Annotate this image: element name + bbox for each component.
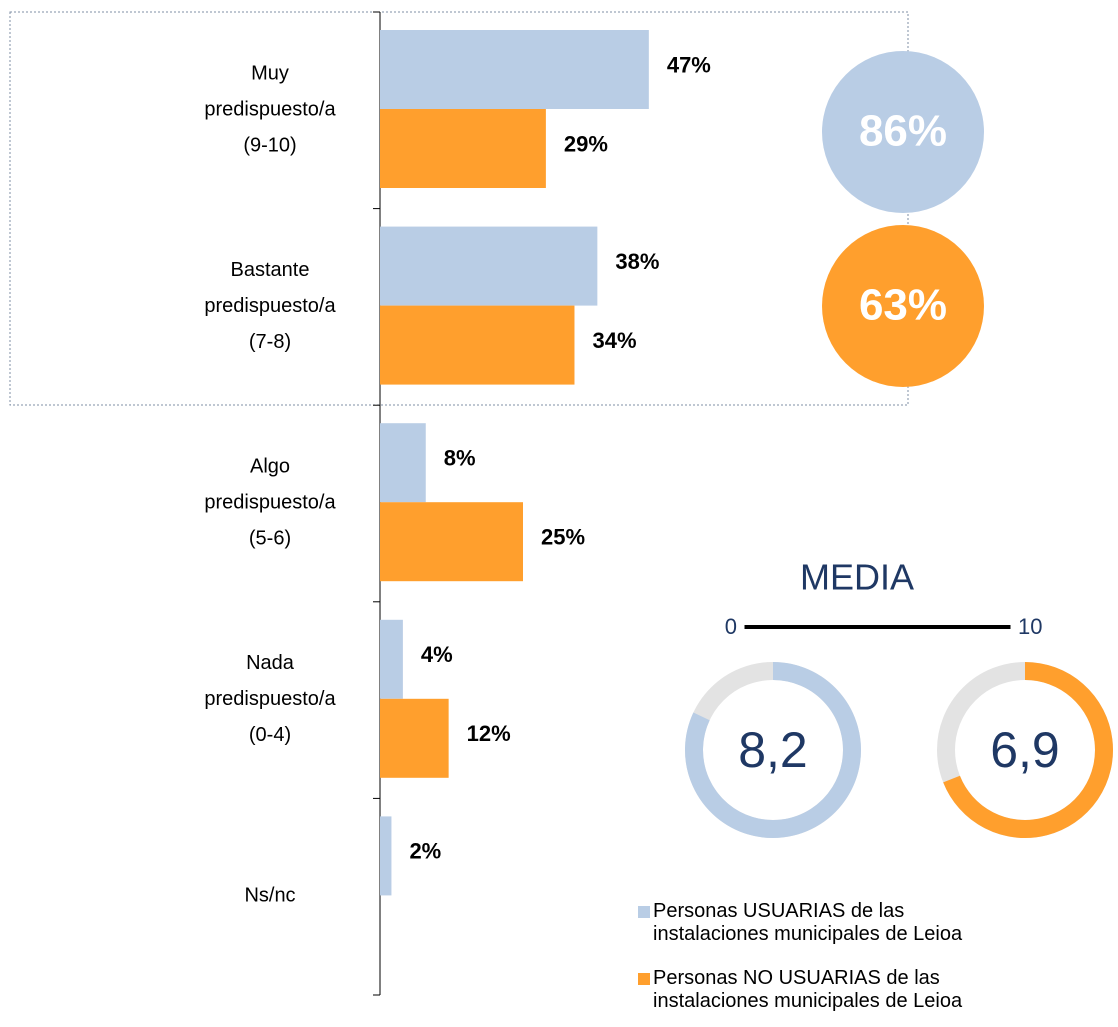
bar bbox=[380, 502, 523, 582]
value-label: 12% bbox=[467, 721, 511, 746]
bar bbox=[380, 305, 575, 385]
total-label: 63% bbox=[859, 281, 947, 330]
total-label: 86% bbox=[859, 107, 947, 156]
bar bbox=[380, 423, 426, 503]
bar bbox=[380, 226, 598, 306]
category-label-line: Algo bbox=[250, 456, 290, 478]
total-circle bbox=[822, 51, 984, 213]
value-label: 34% bbox=[592, 328, 636, 353]
media-title: MEDIA bbox=[800, 557, 914, 598]
donut-label: 8,2 bbox=[738, 722, 808, 778]
value-label: 8% bbox=[444, 446, 476, 471]
category-label-line: (5-6) bbox=[249, 528, 291, 550]
bar bbox=[380, 816, 392, 896]
value-label: 2% bbox=[409, 839, 441, 864]
donut-label: 6,9 bbox=[990, 722, 1060, 778]
category-label-line: (9-10) bbox=[243, 135, 296, 157]
donut-arc bbox=[943, 662, 1113, 838]
category-label-line: predispuesto/a bbox=[204, 99, 336, 121]
category-label: Muy predispuesto/a (9-10) bbox=[204, 63, 336, 157]
highlight-box bbox=[9, 11, 909, 406]
category-label: Ns/nc bbox=[244, 885, 295, 907]
legend-label: Personas USUARIAS de las instalaciones m… bbox=[653, 900, 963, 945]
legend-label: Personas NO USUARIAS de las instalacione… bbox=[653, 967, 963, 1012]
category-label-line: Ns/nc bbox=[244, 885, 295, 907]
media-tick-label: 10 bbox=[1018, 614, 1042, 639]
media-tick-label: 0 bbox=[725, 614, 737, 639]
value-label: 47% bbox=[667, 52, 711, 77]
value-label: 4% bbox=[421, 642, 453, 667]
donut-arc bbox=[685, 662, 861, 838]
value-label: 29% bbox=[564, 131, 608, 156]
category-label-line: predispuesto/a bbox=[204, 688, 336, 710]
bar bbox=[380, 30, 649, 109]
category-label-line: Muy bbox=[251, 63, 289, 85]
legend-item: Personas NO USUARIAS de las instalacione… bbox=[638, 967, 978, 1013]
category-label: Bastante predispuesto/a (7-8) bbox=[204, 259, 336, 353]
bar bbox=[380, 109, 546, 188]
bar bbox=[380, 698, 449, 778]
category-label: Algo predispuesto/a (5-6) bbox=[204, 456, 336, 550]
category-label-line: Bastante bbox=[231, 259, 310, 281]
category-label-line: Nada bbox=[246, 652, 295, 674]
legend-swatch bbox=[638, 973, 650, 985]
category-label-line: (0-4) bbox=[249, 724, 291, 746]
total-circle bbox=[822, 225, 984, 387]
value-label: 38% bbox=[615, 249, 659, 274]
value-label: 25% bbox=[541, 525, 585, 550]
legend-swatch bbox=[638, 906, 650, 918]
category-label-line: predispuesto/a bbox=[204, 295, 336, 317]
bar bbox=[380, 619, 403, 699]
category-label-line: (7-8) bbox=[249, 331, 291, 353]
legend-item: Personas USUARIAS de las instalaciones m… bbox=[638, 900, 978, 946]
category-label: Nada predispuesto/a (0-4) bbox=[204, 652, 336, 746]
category-label-line: predispuesto/a bbox=[204, 492, 336, 514]
